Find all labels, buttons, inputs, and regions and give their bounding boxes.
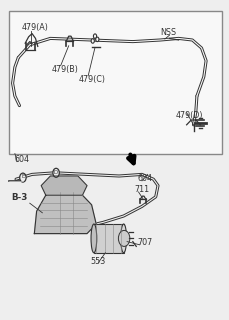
Polygon shape [41,176,87,195]
Text: 711: 711 [134,185,149,194]
Text: NSS: NSS [160,28,176,37]
Text: E: E [21,174,25,180]
Circle shape [118,230,130,246]
Text: 604: 604 [137,174,153,183]
Text: 707: 707 [137,238,153,247]
Circle shape [96,37,99,42]
Text: B-3: B-3 [11,193,27,202]
Text: D: D [54,170,58,175]
Bar [9,11,222,154]
Text: 479(C): 479(C) [79,75,106,84]
Text: 479(B): 479(B) [52,65,78,74]
Circle shape [91,39,94,43]
Text: 553: 553 [90,257,106,266]
Text: 604: 604 [15,155,30,164]
Text: 479(D): 479(D) [175,111,203,120]
Ellipse shape [121,224,127,253]
Polygon shape [34,192,96,234]
Text: 479(A): 479(A) [22,23,49,32]
Ellipse shape [91,224,97,253]
Circle shape [93,34,97,38]
Circle shape [20,173,26,182]
Bar [94,224,124,253]
Circle shape [53,168,59,177]
